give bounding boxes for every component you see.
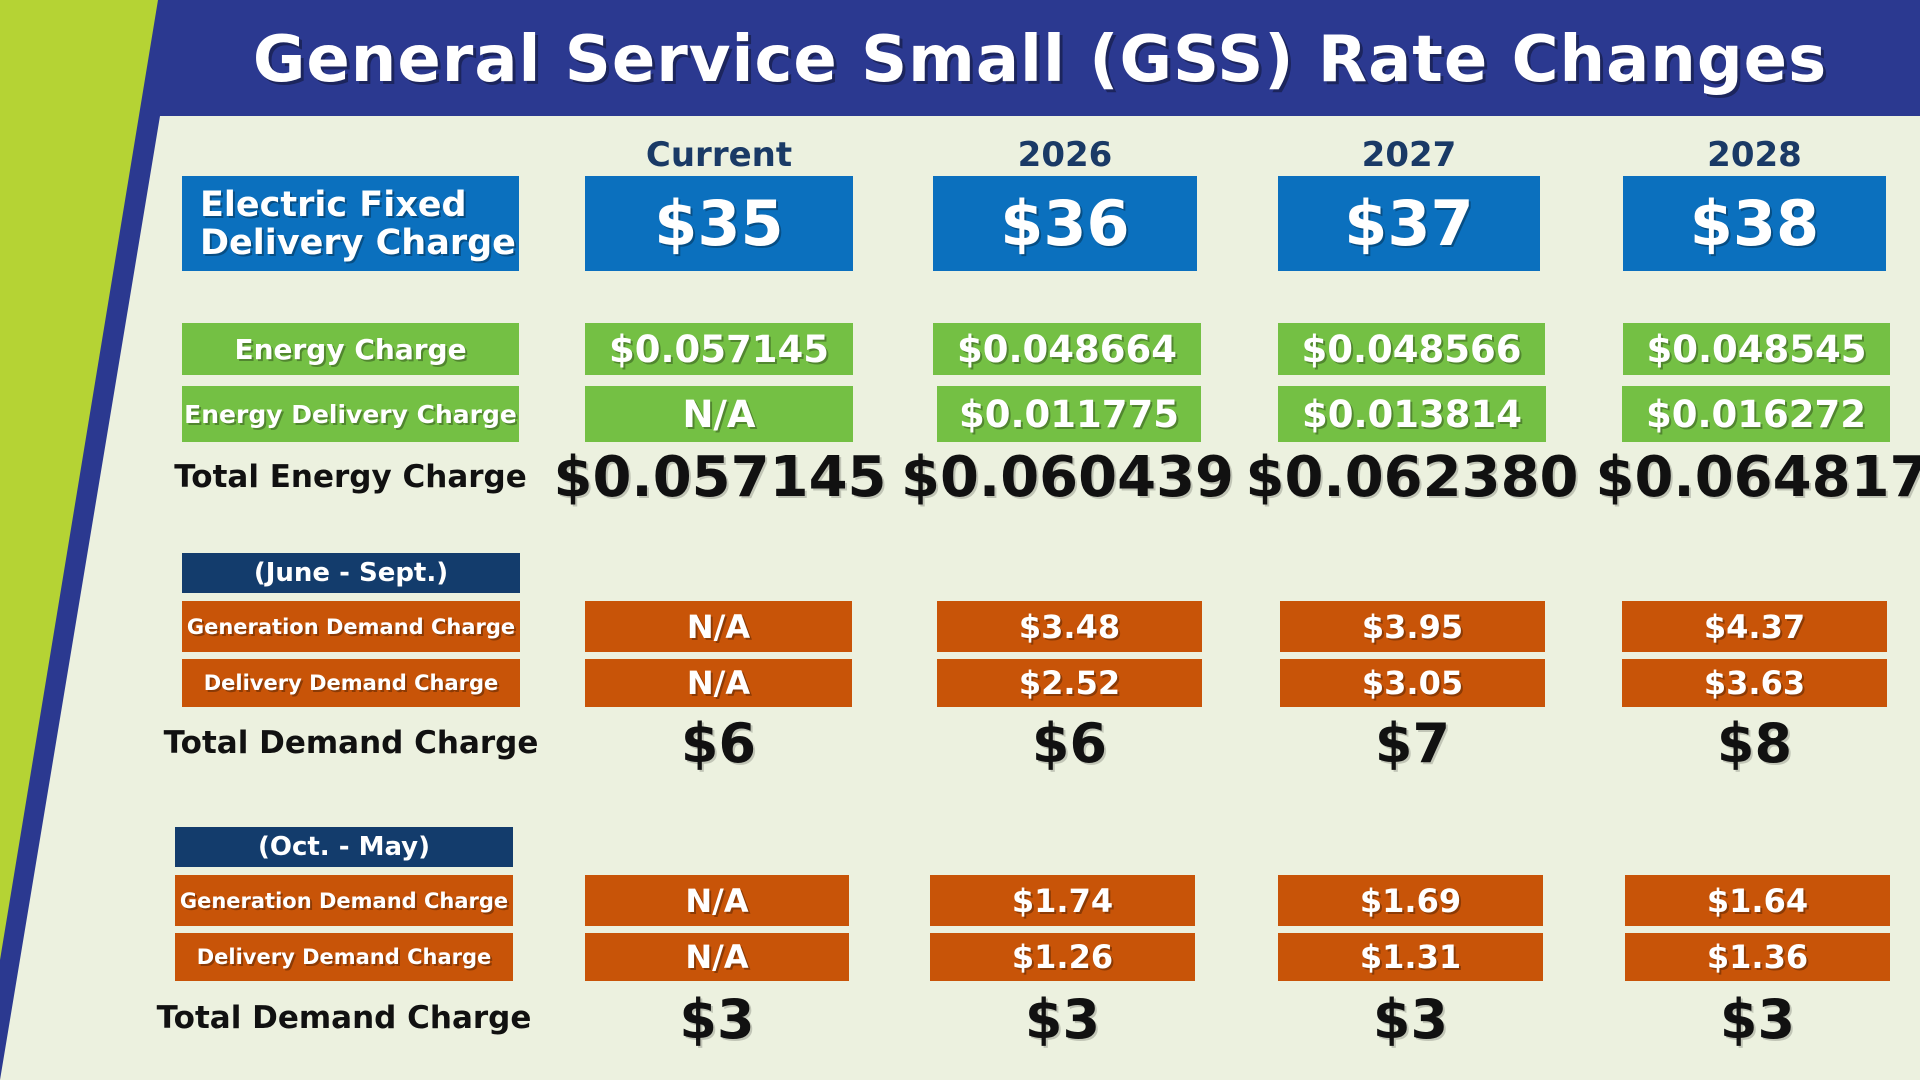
winter-delivery-value-2026: $1.26 (930, 933, 1195, 981)
summer-total-label: Total Demand Charge (163, 725, 539, 761)
energy-delivery-label: Energy Delivery Charge (182, 386, 519, 442)
total-energy-label: Total Energy Charge (174, 459, 527, 495)
winter-total-label: Total Demand Charge (156, 1000, 532, 1036)
summer-generation-value-current: N/A (585, 601, 852, 652)
fixed-delivery-value-current: $35 (585, 176, 853, 271)
summer-total-value-2026: $6 (1031, 711, 1108, 775)
summer-generation-value-2026: $3.48 (937, 601, 1202, 652)
summer-delivery-label: Delivery Demand Charge (182, 659, 520, 707)
winter-total-value-2027: $3 (1372, 987, 1449, 1051)
summer-generation-value-2027: $3.95 (1280, 601, 1545, 652)
fixed-delivery-value-2026: $36 (933, 176, 1197, 271)
total-energy-value-2026: $0.060439 (901, 444, 1234, 510)
energy-charge-value-2026: $0.048664 (933, 323, 1201, 375)
summer-total-value-2028: $8 (1716, 711, 1793, 775)
total-energy-value-2027: $0.062380 (1245, 444, 1579, 510)
fixed-delivery-value-2028: $38 (1623, 176, 1886, 271)
energy-delivery-value-2027: $0.013814 (1278, 386, 1546, 442)
column-header-2027: 2027 (1361, 135, 1457, 175)
fixed-delivery-label: Electric Fixed Delivery Charge (182, 176, 519, 271)
summer-delivery-value-2027: $3.05 (1280, 659, 1545, 707)
fixed-delivery-value-2027: $37 (1278, 176, 1540, 271)
winter-generation-value-2027: $1.69 (1278, 875, 1543, 926)
page-title: General Service Small (GSS) Rate Changes (252, 23, 1828, 97)
winter-generation-label: Generation Demand Charge (175, 875, 513, 926)
winter-generation-value-2028: $1.64 (1625, 875, 1890, 926)
winter-delivery-value-current: N/A (585, 933, 849, 981)
green-accent-stripe (0, 0, 158, 960)
column-header-2026: 2026 (1017, 135, 1113, 175)
summer-delivery-value-2028: $3.63 (1622, 659, 1887, 707)
energy-charge-value-2027: $0.048566 (1278, 323, 1545, 375)
summer-total-value-current: $6 (680, 711, 757, 775)
summer-total-value-2027: $7 (1374, 711, 1451, 775)
energy-delivery-value-current: N/A (585, 386, 853, 442)
column-header-current: Current (645, 135, 793, 175)
total-energy-value-2028: $0.064817 (1595, 444, 1920, 510)
energy-charge-value-current: $0.057145 (585, 323, 853, 375)
summer-season-label: (June - Sept.) (182, 553, 520, 593)
summer-delivery-value-current: N/A (585, 659, 852, 707)
winter-generation-value-2026: $1.74 (930, 875, 1195, 926)
winter-generation-value-current: N/A (585, 875, 849, 926)
winter-season-label: (Oct. - May) (175, 827, 513, 867)
summer-delivery-value-2026: $2.52 (937, 659, 1202, 707)
winter-delivery-label: Delivery Demand Charge (175, 933, 513, 981)
energy-delivery-value-2026: $0.011775 (937, 386, 1201, 442)
winter-total-value-current: $3 (679, 987, 755, 1051)
winter-delivery-value-2027: $1.31 (1278, 933, 1543, 981)
total-energy-value-current: $0.057145 (553, 444, 887, 510)
column-header-2028: 2028 (1707, 135, 1802, 175)
energy-charge-label: Energy Charge (182, 323, 519, 375)
winter-delivery-value-2028: $1.36 (1625, 933, 1890, 981)
energy-charge-value-2028: $0.048545 (1623, 323, 1890, 375)
summer-generation-value-2028: $4.37 (1622, 601, 1887, 652)
winter-total-value-2026: $3 (1024, 987, 1101, 1051)
winter-total-value-2028: $3 (1719, 987, 1796, 1051)
summer-generation-label: Generation Demand Charge (182, 601, 520, 652)
energy-delivery-value-2028: $0.016272 (1622, 386, 1890, 442)
